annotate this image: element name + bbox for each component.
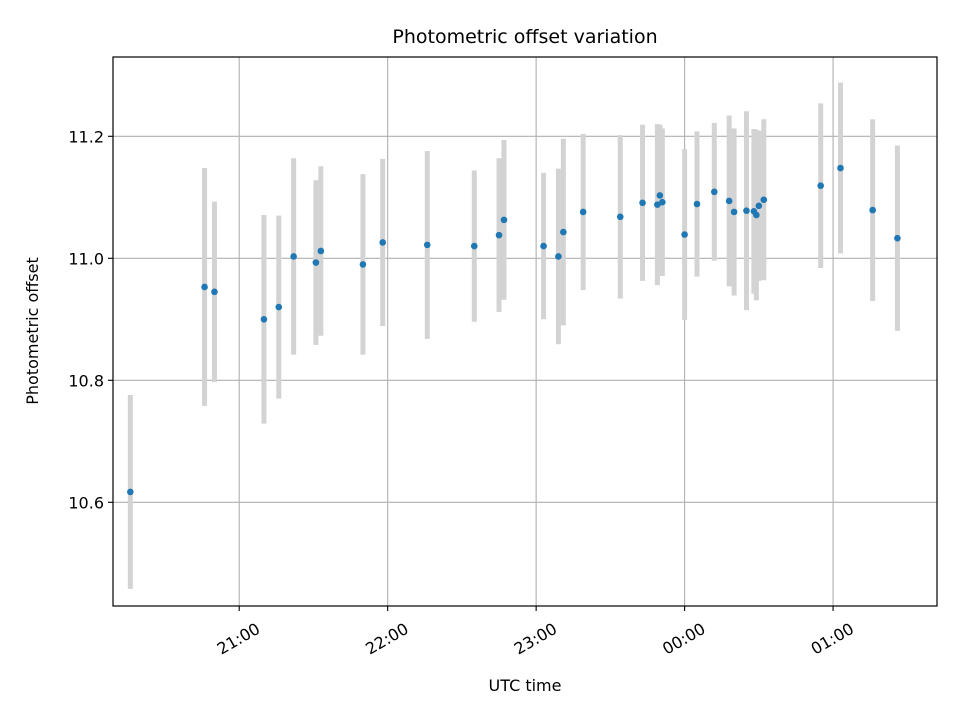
y-tick-label: 10.8 xyxy=(68,371,104,390)
data-point xyxy=(869,206,876,214)
chart-title: Photometric offset variation xyxy=(392,26,657,48)
y-axis-label: Photometric offset xyxy=(23,257,42,405)
data-point xyxy=(681,231,688,238)
data-point xyxy=(211,288,218,296)
data-point xyxy=(359,261,367,268)
y-tick-label: 11.2 xyxy=(68,127,104,146)
x-tick-label: 21:00 xyxy=(214,619,263,659)
data-point xyxy=(201,283,208,291)
data-point xyxy=(894,234,901,242)
x-tick-label: 23:00 xyxy=(511,619,560,659)
data-point xyxy=(760,196,768,204)
y-tick-label: 11.0 xyxy=(68,249,104,268)
data-point xyxy=(730,208,738,216)
x-tick-label: 22:00 xyxy=(362,619,411,659)
data-point xyxy=(470,242,478,250)
data-point xyxy=(423,241,431,249)
data-point xyxy=(290,253,297,260)
data-point xyxy=(379,239,387,246)
x-tick-label: 01:00 xyxy=(808,619,857,659)
data-point xyxy=(127,488,134,496)
data-point xyxy=(579,208,587,216)
data-point xyxy=(743,207,750,215)
data-point xyxy=(639,199,646,207)
data-point xyxy=(837,164,844,172)
data-point xyxy=(725,197,733,205)
plot-frame xyxy=(112,56,938,607)
data-point xyxy=(500,216,508,224)
data-point xyxy=(693,200,701,208)
axis-ticks: 21:00 22:00 23:00 00:00 01:00 10.6 10.8 11.0 11.… xyxy=(68,127,857,658)
x-axis-label: UTC time xyxy=(489,676,562,695)
x-tick-label: 00:00 xyxy=(659,619,708,659)
data-point xyxy=(659,198,666,206)
grid xyxy=(113,57,937,606)
data-point xyxy=(275,303,283,311)
data-point xyxy=(616,213,624,221)
data-point xyxy=(260,316,268,323)
data-point xyxy=(560,228,567,236)
data-point xyxy=(495,231,503,239)
data-point xyxy=(817,182,824,190)
data-point xyxy=(312,259,320,266)
data-point xyxy=(753,211,760,219)
error-bars xyxy=(127,82,900,589)
y-tick-label: 10.6 xyxy=(68,493,104,512)
data-point xyxy=(317,247,325,255)
data-point xyxy=(654,201,661,208)
data-points xyxy=(127,164,901,496)
data-point xyxy=(540,242,547,250)
data-point xyxy=(656,192,664,199)
data-point xyxy=(755,202,763,210)
data-point xyxy=(710,188,718,196)
data-point xyxy=(555,253,562,260)
